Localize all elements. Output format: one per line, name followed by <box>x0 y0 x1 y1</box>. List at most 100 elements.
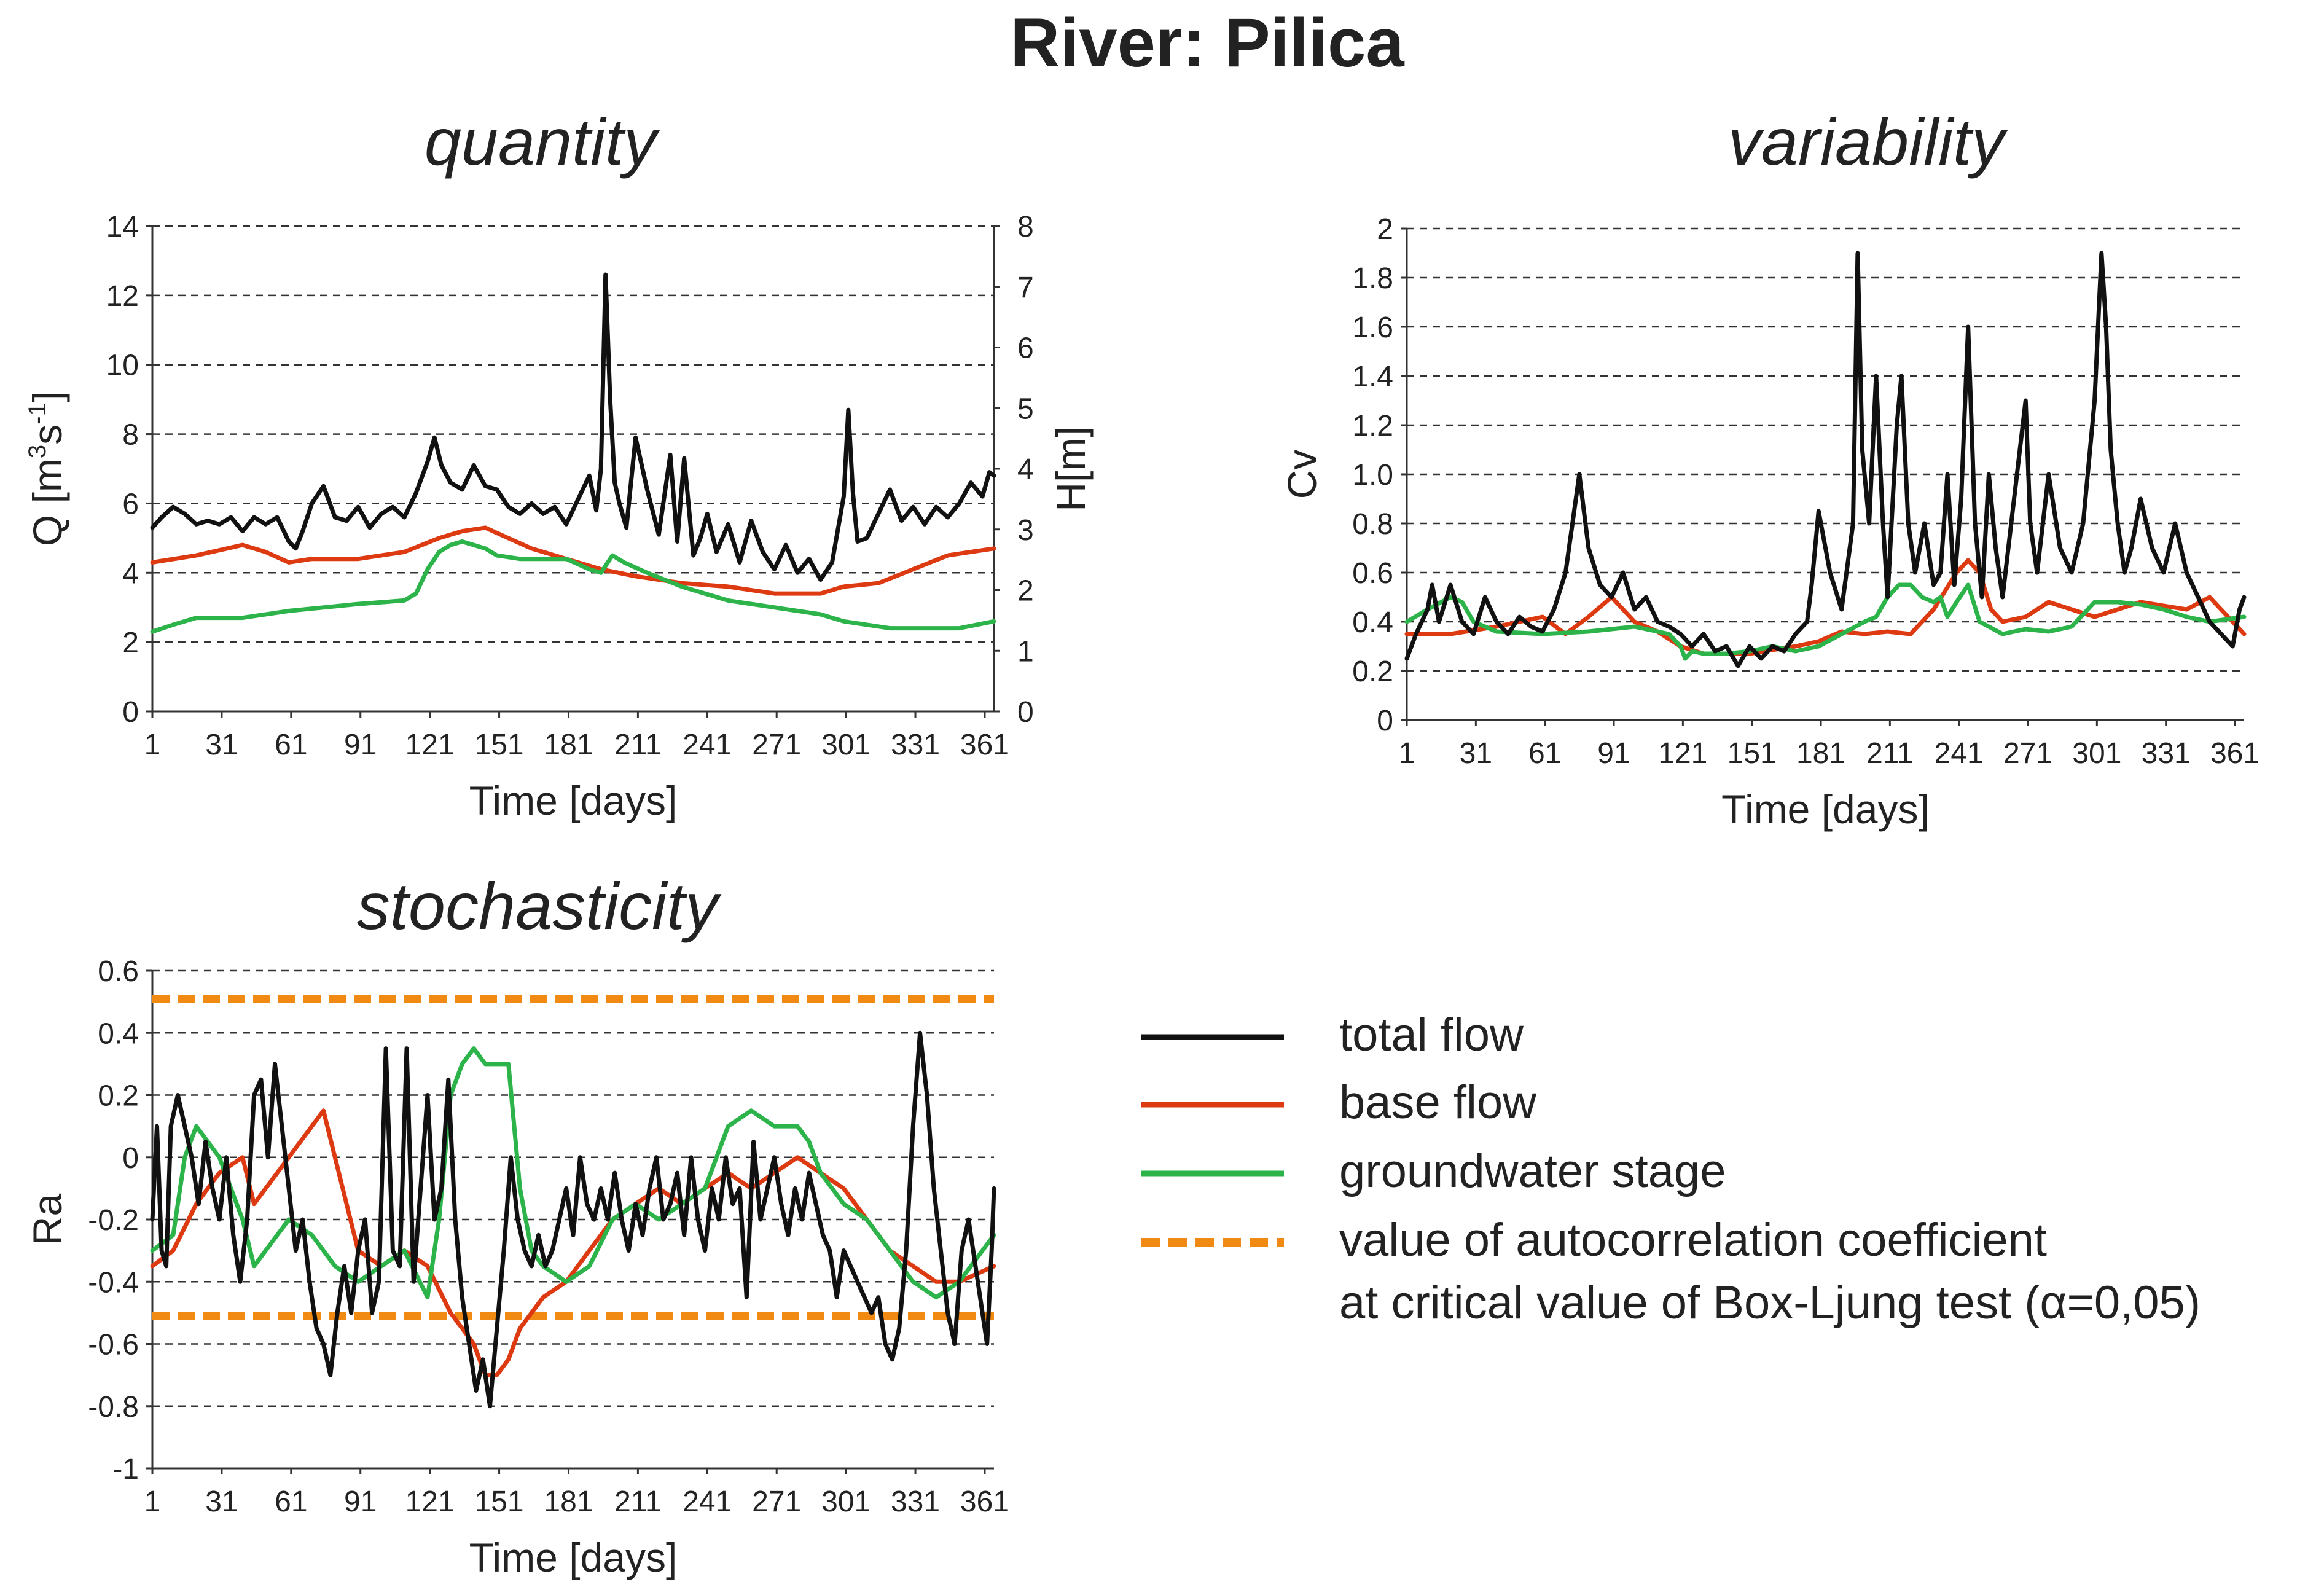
variability-ytick-label: 1.8 <box>1352 262 1393 295</box>
quantity-xtick-label: 91 <box>344 729 377 761</box>
variability-title: variability <box>1728 104 2008 179</box>
variability-xtick-label: 241 <box>1935 737 1984 770</box>
stochasticity-series-base-flow <box>150 1108 996 1377</box>
stochasticity-xtick-label: 151 <box>475 1486 524 1518</box>
quantity-y2tick-label: 0 <box>1017 696 1034 729</box>
variability-xlabel: Time [days] <box>1721 786 1930 832</box>
legend-label-base-flow: base flow <box>1339 1076 1537 1129</box>
quantity-y2tick-label: 1 <box>1017 635 1034 668</box>
quantity-xtick-label: 151 <box>475 729 524 761</box>
quantity-y2label: H[m] <box>1048 426 1094 511</box>
variability-series-total-flow <box>1404 251 2247 668</box>
quantity-y2tick-label: 7 <box>1017 272 1034 304</box>
chart-stochasticity: stochasticity -1 -0.8 -0.6 -0.4 -0.2 0 0.2 0.4 0.… <box>25 869 1009 1580</box>
variability-xtick-label: 61 <box>1528 737 1561 770</box>
variability-ytick-label: 1.2 <box>1352 410 1393 442</box>
variability-xtick-label: 271 <box>2003 737 2052 770</box>
quantity-xtick-label: 121 <box>405 729 455 761</box>
variability-xtick-label: 331 <box>2142 737 2191 770</box>
variability-ytick-label: 1.6 <box>1352 311 1393 344</box>
variability-ytick-label: 0.4 <box>1352 606 1393 639</box>
quantity-y2tick-label: 3 <box>1017 514 1034 547</box>
variability-xtick-label: 121 <box>1658 737 1707 770</box>
quantity-xtick-label: 31 <box>205 729 238 761</box>
variability-xtick-label: 151 <box>1727 737 1777 770</box>
variability-xtick-label: 31 <box>1460 737 1492 770</box>
variability-ytick-label: 1.0 <box>1352 459 1393 491</box>
quantity-xtick-label: 331 <box>891 729 940 761</box>
stochasticity-xtick-label: 181 <box>544 1486 593 1518</box>
stochasticity-xtick-label: 361 <box>960 1486 1009 1518</box>
quantity-ytick-label: 8 <box>122 419 139 452</box>
stochasticity-ytick-label: 0.6 <box>98 955 139 988</box>
variability-ytick-label: 0 <box>1377 705 1393 737</box>
variability-series-groundwater-stage <box>1404 582 2247 661</box>
stochasticity-series-groundwater-stage <box>150 1046 996 1300</box>
quantity-ytick-label: 0 <box>122 696 139 729</box>
quantity-xtick-label: 271 <box>752 729 801 761</box>
quantity-xtick-label: 181 <box>544 729 593 761</box>
quantity-ytick-label: 10 <box>106 350 139 382</box>
quantity-y2tick-label: 6 <box>1017 332 1034 365</box>
quantity-ytick-label: 2 <box>122 627 139 659</box>
chart-variability: variability 0 0.2 0.4 0.6 0.8 1.0 1.2 1.4 1.6 1.8 2… <box>1279 104 2259 832</box>
quantity-y2tick-label: 5 <box>1017 393 1034 425</box>
variability-ytick-label: 0.6 <box>1352 557 1393 590</box>
stochasticity-xtick-label: 61 <box>275 1486 307 1518</box>
variability-xtick-label: 91 <box>1597 737 1630 770</box>
stochasticity-xtick-label: 271 <box>752 1486 801 1518</box>
variability-xtick-label: 211 <box>1866 737 1914 770</box>
stochasticity-ytick-label: 0.4 <box>98 1017 139 1050</box>
quantity-series-base-flow <box>150 525 996 596</box>
legend-label-total-flow: total flow <box>1339 1009 1524 1061</box>
stochasticity-ytick-label: -0.4 <box>88 1266 139 1299</box>
legend-label-critical-line2: at critical value of Box-Ljung test (α=0… <box>1339 1277 2201 1329</box>
figure-title: River: Pilica <box>1010 4 1404 81</box>
variability-xtick-label: 1 <box>1399 737 1415 770</box>
stochasticity-ytick-label: -0.2 <box>88 1204 139 1237</box>
stochasticity-ylabel: Ra <box>25 1194 70 1246</box>
stochasticity-xtick-label: 1 <box>144 1486 161 1518</box>
legend: total flow base flow groundwater stage v… <box>1141 1009 2201 1329</box>
quantity-xtick-label: 1 <box>144 729 161 761</box>
variability-ytick-label: 2 <box>1377 213 1393 246</box>
stochasticity-xtick-label: 301 <box>821 1486 871 1518</box>
stochasticity-ytick-label: 0.2 <box>98 1080 139 1113</box>
stochasticity-xtick-label: 211 <box>614 1486 662 1518</box>
stochasticity-ytick-label: -0.8 <box>88 1391 139 1423</box>
stochasticity-ytick-label: -0.6 <box>88 1329 139 1361</box>
variability-xtick-label: 301 <box>2072 737 2121 770</box>
quantity-ytick-label: 6 <box>122 488 139 520</box>
stochasticity-xtick-label: 241 <box>683 1486 732 1518</box>
quantity-series-groundwater-stage <box>150 539 996 634</box>
variability-series-base-flow <box>1404 558 2247 656</box>
quantity-ylabel: Q [m3s-1] <box>24 391 70 546</box>
quantity-xtick-label: 211 <box>614 729 662 761</box>
stochasticity-xtick-label: 121 <box>405 1486 455 1518</box>
quantity-xtick-label: 301 <box>821 729 871 761</box>
quantity-ytick-label: 12 <box>106 280 139 313</box>
quantity-series-total-flow <box>150 272 996 582</box>
variability-xtick-label: 181 <box>1796 737 1845 770</box>
quantity-xtick-label: 361 <box>960 729 1009 761</box>
legend-label-critical-line1: value of autocorrelation coefficient <box>1339 1214 2047 1266</box>
stochasticity-ytick-label: -1 <box>112 1453 139 1486</box>
stochasticity-series-total-flow <box>150 1030 996 1409</box>
quantity-xlabel: Time [days] <box>469 778 678 823</box>
variability-ytick-label: 0.2 <box>1352 656 1393 688</box>
stochasticity-xtick-label: 31 <box>205 1486 238 1518</box>
quantity-y2tick-label: 2 <box>1017 575 1034 608</box>
quantity-y2tick-label: 4 <box>1017 453 1034 486</box>
quantity-ytick-label: 4 <box>122 557 139 590</box>
variability-xtick-label: 361 <box>2210 737 2259 770</box>
stochasticity-xtick-label: 91 <box>344 1486 377 1518</box>
quantity-title: quantity <box>425 104 660 179</box>
quantity-y2tick-label: 8 <box>1017 211 1034 243</box>
legend-label-groundwater-stage: groundwater stage <box>1339 1145 1726 1197</box>
stochasticity-ytick-label: 0 <box>122 1142 139 1175</box>
variability-ytick-label: 0.8 <box>1352 508 1393 541</box>
quantity-xtick-label: 61 <box>275 729 307 761</box>
stochasticity-xlabel: Time [days] <box>469 1535 678 1580</box>
